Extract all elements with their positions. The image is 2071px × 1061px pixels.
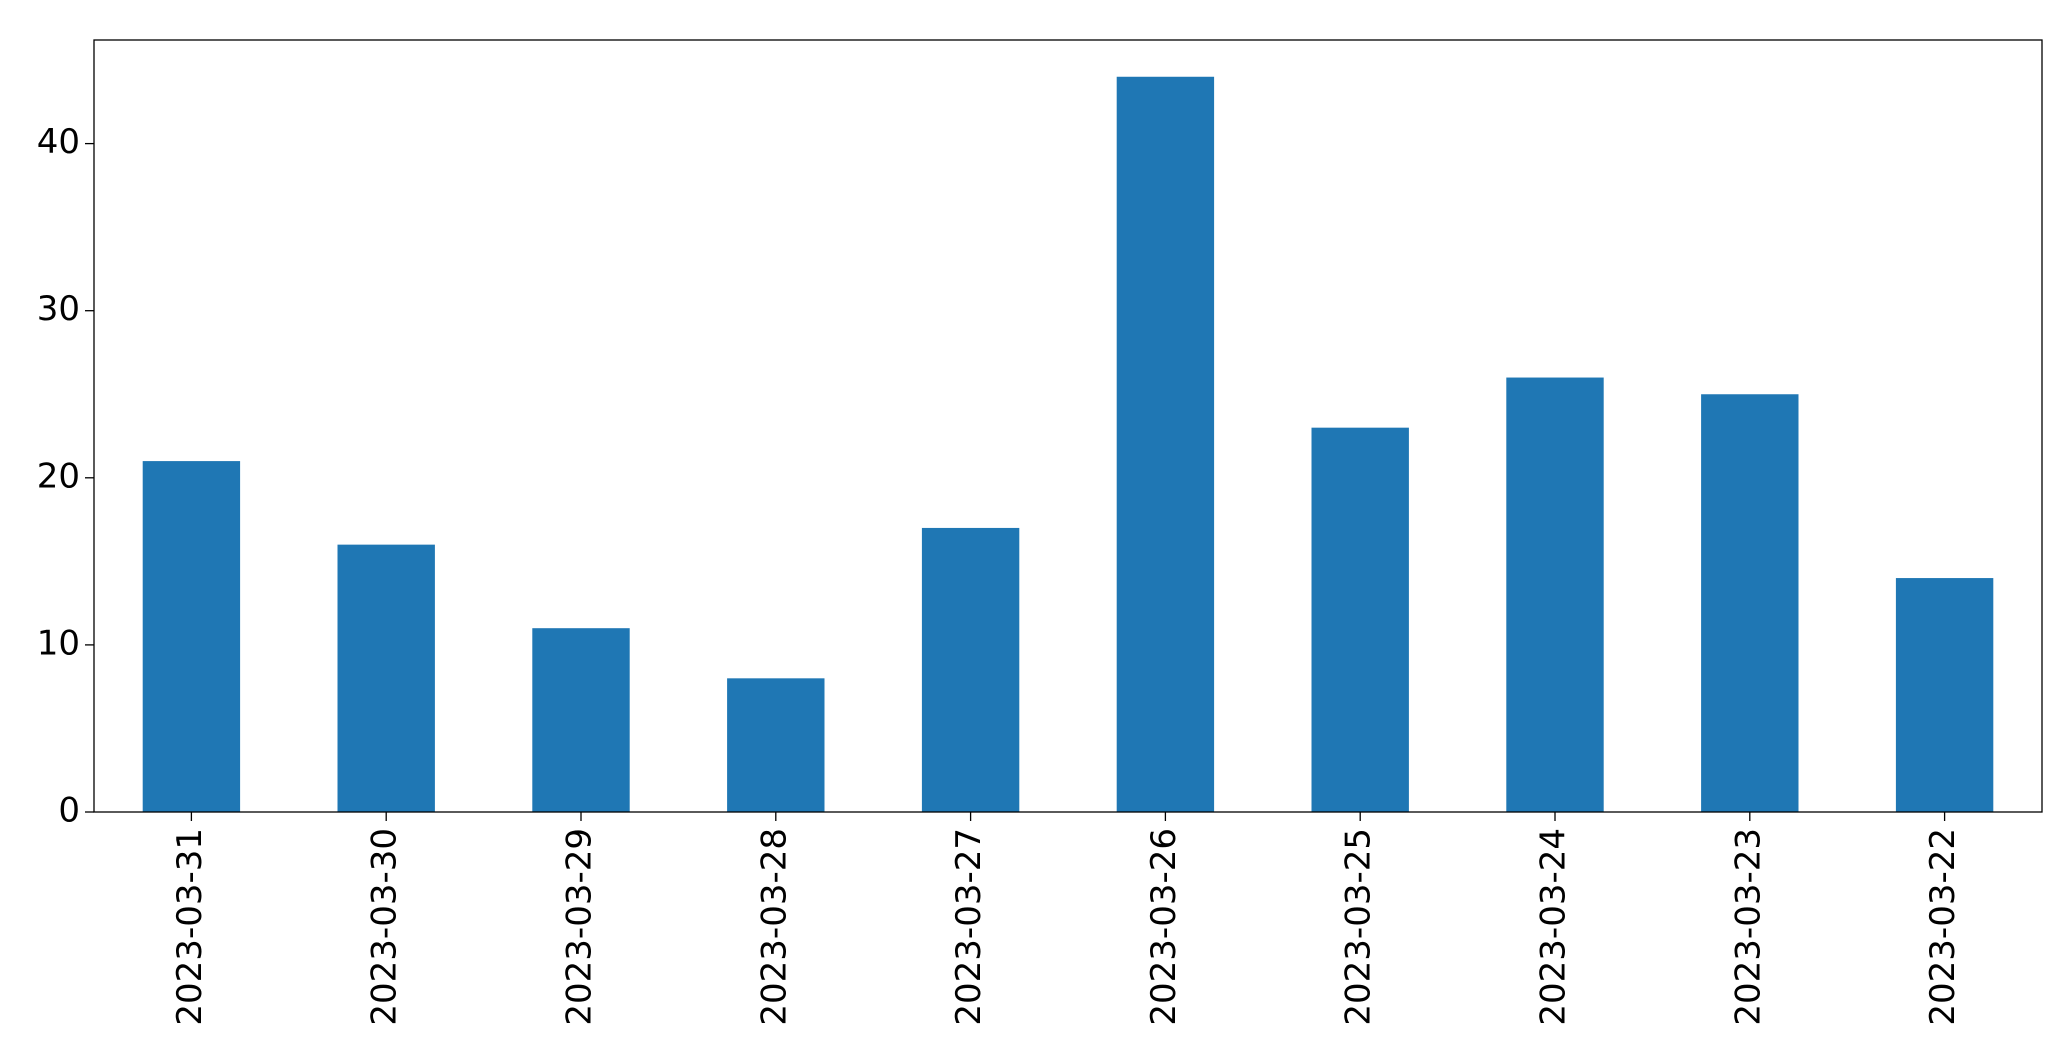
- x-tick-label: 2023-03-23: [1728, 828, 1768, 1026]
- x-tick-label: 2023-03-27: [949, 828, 989, 1026]
- bar: [1895, 578, 1994, 812]
- x-tick-label: 2023-03-29: [560, 828, 600, 1026]
- bar: [337, 544, 435, 812]
- bar: [1506, 377, 1604, 812]
- y-tick-label: 20: [37, 456, 80, 496]
- bar: [1311, 427, 1409, 812]
- x-tick-label: 2023-03-24: [1534, 828, 1574, 1026]
- bar: [1701, 394, 1799, 812]
- y-tick-label: 10: [37, 623, 80, 663]
- bar: [532, 628, 630, 812]
- bar: [1116, 76, 1215, 812]
- plot-frame: [93, 39, 2043, 813]
- y-tick-label: 0: [58, 791, 80, 831]
- bar: [142, 461, 241, 812]
- y-tick-label: 40: [37, 122, 80, 162]
- y-tick-label: 30: [37, 289, 80, 329]
- x-tick-label: 2023-03-31: [170, 828, 210, 1026]
- x-tick-label: 2023-03-30: [365, 828, 405, 1026]
- x-tick-label: 2023-03-22: [1923, 828, 1963, 1026]
- x-tick-label: 2023-03-28: [754, 828, 794, 1026]
- x-tick-label: 2023-03-26: [1144, 828, 1184, 1026]
- x-tick-label: 2023-03-25: [1339, 828, 1379, 1026]
- bar: [921, 527, 1020, 812]
- bar: [727, 678, 825, 812]
